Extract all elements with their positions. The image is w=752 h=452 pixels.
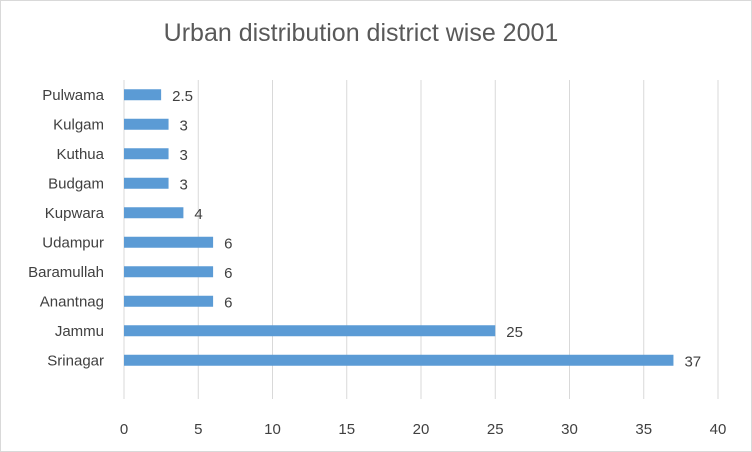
data-label-kulgam: 3 [180, 117, 188, 134]
bar-anantnag [124, 295, 214, 307]
chart-title: Urban distribution district wise 2001 [163, 19, 559, 47]
x-tick-label-10: 10 [264, 421, 281, 438]
category-label-udampur: Udampur [42, 234, 104, 251]
data-label-srinagar: 37 [684, 353, 701, 370]
x-tick-label-0: 0 [120, 421, 128, 438]
bar-udampur [124, 236, 214, 248]
bar-srinagar [124, 354, 674, 366]
data-label-udampur: 6 [224, 235, 232, 252]
category-label-budgam: Budgam [48, 175, 104, 192]
bar-pulwama [124, 89, 162, 101]
x-tick-label-5: 5 [194, 421, 202, 438]
x-tick-label-20: 20 [413, 421, 430, 438]
data-label-pulwama: 2.5 [172, 88, 193, 105]
x-tick-label-25: 25 [487, 421, 504, 438]
category-label-jammu: Jammu [55, 323, 104, 340]
category-label-baramullah: Baramullah [28, 264, 104, 281]
x-tick-label-30: 30 [561, 421, 578, 438]
category-label-pulwama: Pulwama [42, 87, 104, 104]
data-label-budgam: 3 [180, 176, 188, 193]
category-label-srinagar: Srinagar [47, 352, 104, 369]
category-label-kulgam: Kulgam [53, 116, 104, 133]
category-label-kuthua: Kuthua [56, 146, 104, 163]
data-label-kupwara: 4 [194, 206, 202, 223]
bar-kupwara [124, 207, 184, 219]
data-label-jammu: 25 [506, 324, 523, 341]
category-label-kupwara: Kupwara [45, 205, 105, 222]
x-tick-label-15: 15 [338, 421, 355, 438]
data-label-anantnag: 6 [224, 294, 232, 311]
x-tick-label-35: 35 [635, 421, 652, 438]
category-label-anantnag: Anantnag [40, 293, 104, 310]
bar-kulgam [124, 118, 169, 130]
bar-baramullah [124, 266, 214, 278]
x-tick-label-40: 40 [710, 421, 727, 438]
data-label-kuthua: 3 [180, 147, 188, 164]
bar-jammu [124, 325, 496, 337]
data-label-baramullah: 6 [224, 265, 232, 282]
bar-kuthua [124, 148, 169, 160]
bar-budgam [124, 177, 169, 189]
